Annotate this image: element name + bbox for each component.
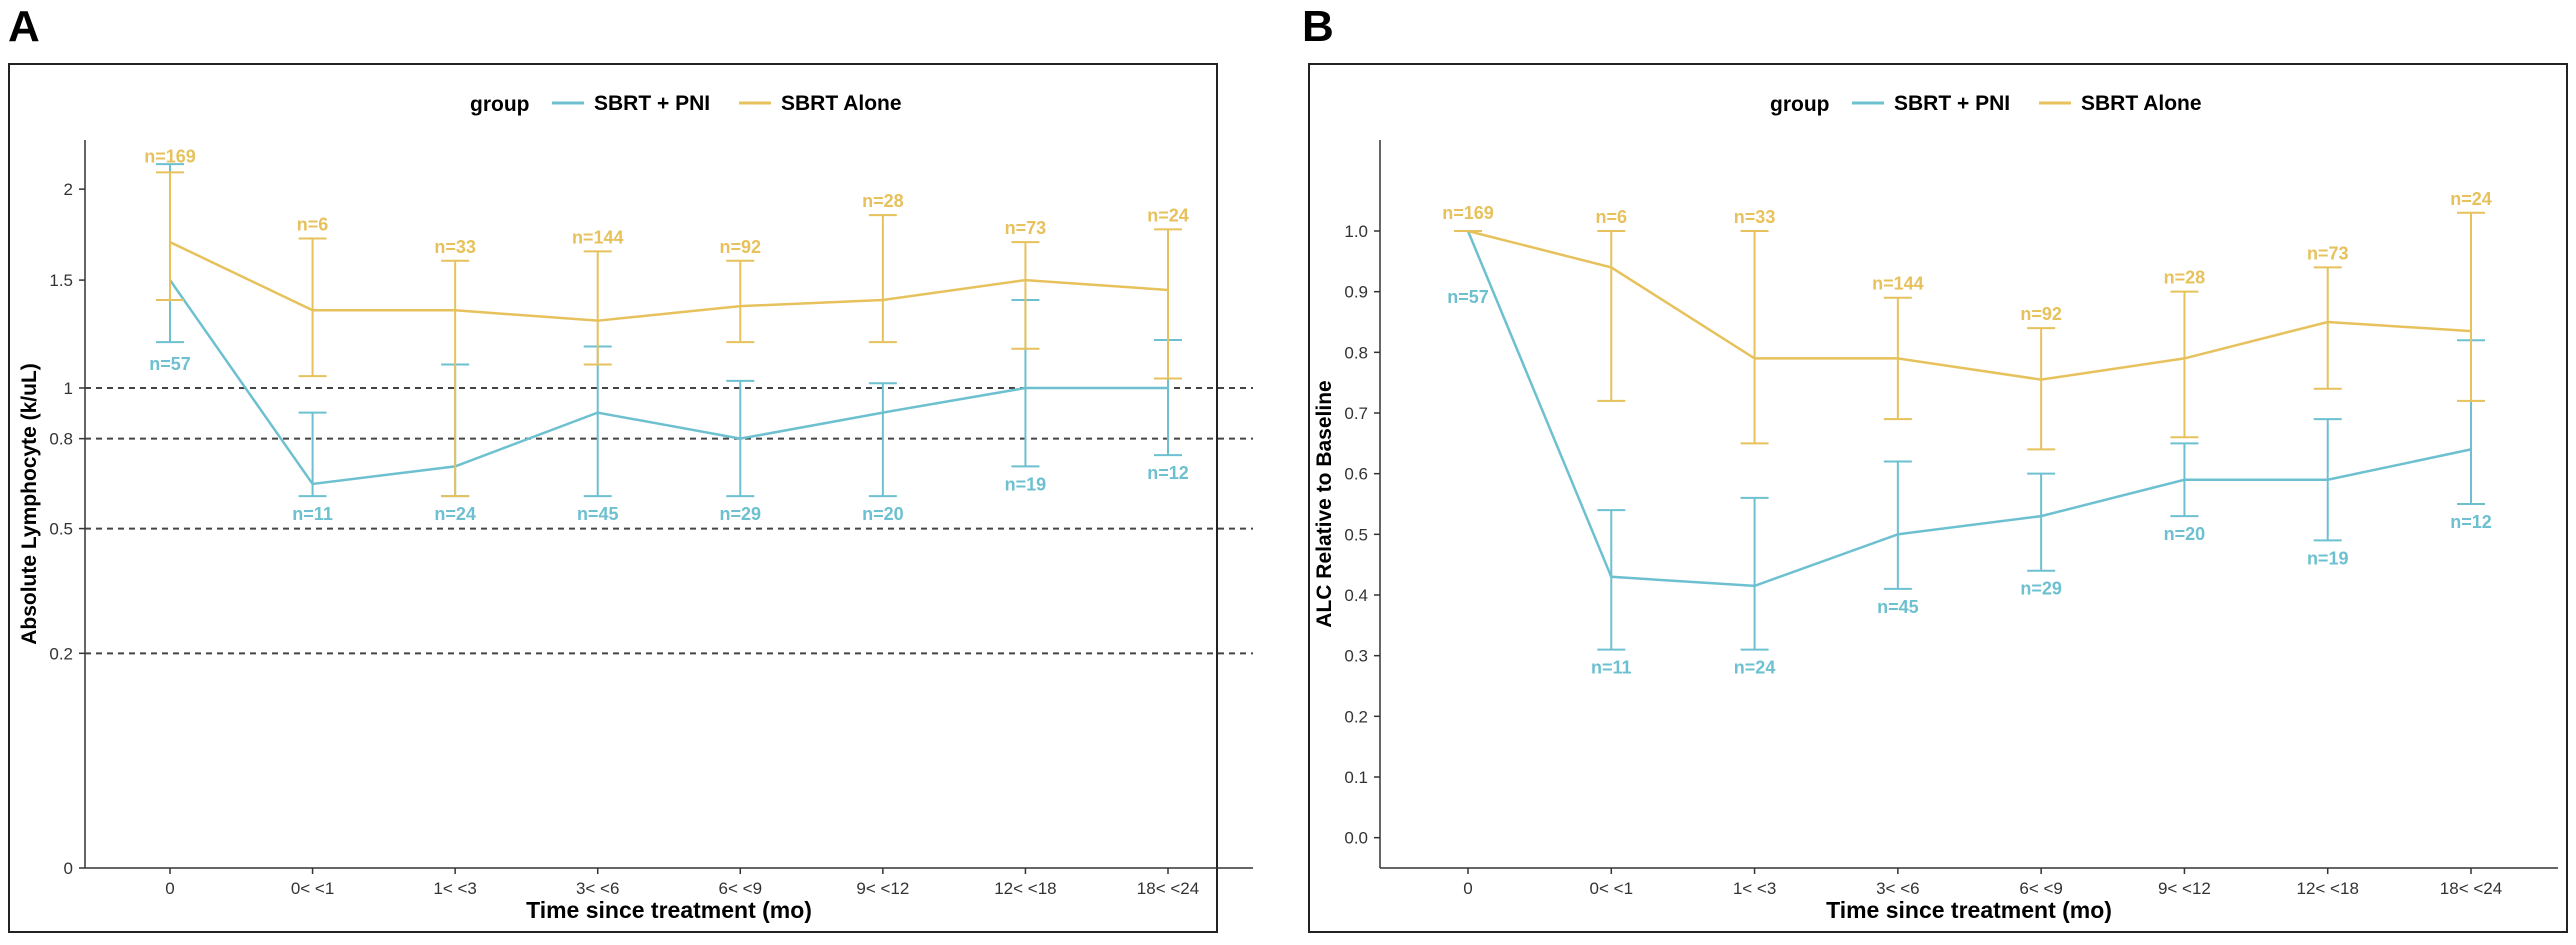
n-label-pni: n=57 — [149, 354, 191, 374]
x-tick-label: 6< <9 — [2019, 879, 2063, 898]
x-tick-label: 6< <9 — [719, 879, 763, 898]
legend-label-alone: SBRT Alone — [2081, 92, 2202, 115]
panel-b-letter: B — [1302, 2, 1334, 51]
n-label-pni: n=29 — [2020, 579, 2062, 599]
panel-a-plot: 0 0.2 0.5 0.8 1 1.5 2 0 0< <1 1< <3 3< <6 6< <9 9< <… — [18, 92, 1253, 923]
n-label-pni: n=19 — [2307, 548, 2349, 568]
legend-label-alone: SBRT Alone — [781, 92, 902, 115]
y-tick-label: 0.2 — [1344, 707, 1368, 726]
n-label-pni: n=57 — [1447, 287, 1489, 307]
x-axis-title: Time since treatment (mo) — [1826, 897, 2112, 923]
x-tick-label: 9< <12 — [856, 879, 909, 898]
x-tick-label: 1< <3 — [433, 879, 477, 898]
y-tick-label: 0.2 — [49, 644, 73, 663]
y-axis-title: ALC Relative to Baseline — [1313, 380, 1336, 627]
n-label-pni: n=20 — [862, 504, 904, 524]
x-tick-label: 0 — [1463, 879, 1472, 898]
n-label-pni: n=12 — [2450, 512, 2492, 532]
n-label-alone: n=92 — [720, 237, 762, 257]
n-label-pni: n=11 — [292, 504, 333, 524]
n-label-pni: n=24 — [1734, 658, 1776, 678]
series-line-alone — [169, 240, 1169, 322]
n-label-alone: n=24 — [2450, 189, 2492, 209]
n-label-alone: n=28 — [2164, 268, 2206, 288]
x-tick-label: 3< <6 — [576, 879, 620, 898]
x-tick-label: 0< <1 — [1590, 879, 1634, 898]
y-tick-label: 2 — [64, 180, 73, 199]
n-label-pni: n=24 — [434, 504, 476, 524]
panel-a-frame — [8, 63, 1218, 933]
series-line-alone — [1467, 229, 2472, 381]
n-label-alone: n=24 — [1147, 205, 1189, 225]
x-tick-label: 3< <6 — [1876, 879, 1920, 898]
x-tick-label: 1< <3 — [1733, 879, 1777, 898]
n-label-alone: n=169 — [1442, 203, 1494, 223]
x-tick-label: 12< <18 — [2297, 879, 2359, 898]
panel-b-frame — [1308, 63, 2568, 933]
panel-a-letter: A — [8, 2, 40, 51]
n-label-alone: n=33 — [1734, 207, 1776, 227]
y-tick-label: 0.7 — [1344, 404, 1368, 423]
n-label-alone: n=169 — [144, 146, 196, 166]
n-label-pni: n=45 — [1877, 597, 1919, 617]
series-line-pni — [1466, 230, 2472, 588]
legend-label-pni: SBRT + PNI — [1894, 92, 2010, 115]
y-tick-label: 1 — [64, 379, 73, 398]
n-label-pni: n=29 — [720, 504, 762, 524]
x-tick-label: 0 — [165, 879, 174, 898]
y-tick-label: 0.3 — [1344, 647, 1368, 666]
n-label-alone: n=73 — [1005, 218, 1047, 238]
legend-title: group — [1770, 93, 1829, 116]
n-label-pni: n=12 — [1147, 463, 1189, 483]
y-tick-label: 0.4 — [1344, 586, 1368, 605]
y-tick-label: 1.5 — [49, 271, 73, 290]
y-tick-label: 0.8 — [49, 430, 73, 449]
n-label-pni: n=20 — [2164, 524, 2206, 544]
legend-label-pni: SBRT + PNI — [594, 92, 710, 115]
y-tick-label: 0.9 — [1344, 283, 1368, 302]
n-label-pni: n=45 — [577, 504, 619, 524]
y-tick-label: 0.5 — [49, 520, 73, 539]
x-tick-label: 0< <1 — [291, 879, 335, 898]
y-axis-title: Absolute Lymphocyte (k/uL) — [18, 363, 41, 645]
panel-b-plot: 0.0 0.1 0.2 0.3 0.4 0.5 0.6 0.7 0.8 0.9 1.0 0 0< <1 1… — [1313, 92, 2558, 923]
y-tick-label: 0.0 — [1344, 829, 1368, 848]
n-label-alone: n=33 — [434, 237, 476, 257]
x-axis-title: Time since treatment (mo) — [526, 897, 812, 923]
y-tick-label: 0.6 — [1344, 465, 1368, 484]
n-label-alone: n=144 — [1872, 274, 1924, 294]
x-tick-label: 9< <12 — [2158, 879, 2211, 898]
n-label-alone: n=6 — [1596, 207, 1628, 227]
x-tick-label: 18< <24 — [2440, 879, 2502, 898]
n-label-alone: n=144 — [572, 227, 624, 247]
x-tick-label: 18< <24 — [1137, 879, 1199, 898]
n-label-pni: n=19 — [1005, 474, 1047, 494]
n-label-alone: n=92 — [2020, 304, 2062, 324]
n-label-alone: n=28 — [862, 191, 904, 211]
x-tick-label: 12< <18 — [994, 879, 1056, 898]
y-tick-label: 1.0 — [1344, 222, 1368, 241]
y-tick-label: 0.1 — [1344, 768, 1368, 787]
legend-title: group — [470, 93, 529, 116]
series-line-pni — [168, 279, 1168, 486]
y-tick-label: 0.5 — [1344, 525, 1368, 544]
y-tick-label: 0.8 — [1344, 343, 1368, 362]
n-label-alone: n=6 — [297, 214, 329, 234]
n-label-alone: n=73 — [2307, 243, 2349, 263]
n-label-pni: n=11 — [1591, 658, 1632, 678]
y-tick-label: 0 — [64, 859, 73, 878]
